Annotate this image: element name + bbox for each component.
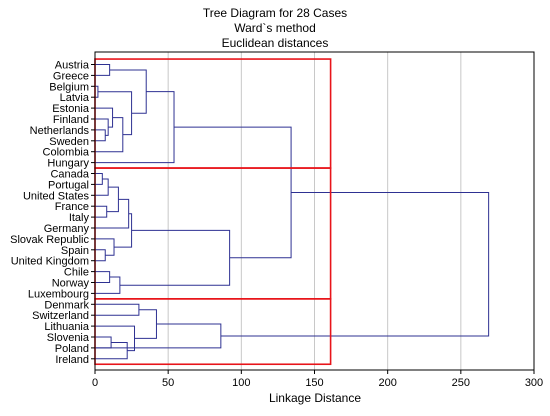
link-m14 (95, 198, 130, 229)
chart-subtitle-method: Ward`s method (234, 21, 316, 35)
link-m16 (95, 238, 115, 256)
leaf-label-estonia: Estonia (52, 103, 90, 115)
link-m25 (95, 325, 136, 352)
leaf-label-colombia: Colombia (43, 147, 90, 159)
link-m3 (95, 129, 106, 142)
leaf-label-slovenia: Slovenia (47, 332, 90, 344)
leaf-labels: AustriaGreeceBelgiumLatviaEstoniaFinland… (10, 60, 95, 366)
x-axis-label: Linkage Distance (269, 391, 361, 405)
link-m12 (95, 205, 108, 218)
link-m5 (95, 107, 114, 128)
link-m4 (95, 118, 109, 136)
x-tick-label-0: 0 (92, 377, 98, 389)
link-m11 (95, 178, 109, 196)
link-m27 (95, 323, 222, 349)
cluster-box-1 (94, 58, 332, 169)
leaf-label-latvia: Latvia (60, 92, 90, 104)
link-m18 (95, 271, 111, 283)
cluster-box-3 (94, 298, 332, 366)
leaf-label-lithuania: Lithuania (44, 321, 90, 333)
link-m28 (220, 191, 490, 337)
leaf-label-italy: Italy (69, 212, 90, 224)
tree-links (95, 64, 490, 360)
link-m20 (119, 229, 231, 286)
leaf-label-austria: Austria (55, 60, 90, 72)
x-tick-label-50: 50 (162, 377, 174, 389)
x-axis: 0 50 100 150 200 250 300 (92, 51, 543, 389)
leaf-label-canada: Canada (50, 169, 89, 181)
leaf-label-united-states: United States (23, 190, 90, 202)
leaf-label-sweden: Sweden (49, 136, 89, 148)
leaf-label-portugal: Portugal (48, 179, 89, 191)
leaf-label-norway: Norway (52, 278, 90, 290)
leaf-label-belgium: Belgium (49, 81, 89, 93)
link-m22 (95, 303, 140, 316)
x-tick-label-150: 150 (305, 377, 323, 389)
plot-frame (94, 51, 535, 371)
link-m15 (95, 249, 106, 262)
leaf-label-ireland: Ireland (55, 354, 89, 366)
leaf-label-germany: Germany (44, 223, 90, 235)
link-m17 (114, 213, 133, 248)
leaf-label-poland: Poland (55, 343, 89, 355)
x-tick-label-300: 300 (525, 377, 543, 389)
leaf-label-slovak-republic: Slovak Republic (10, 234, 89, 246)
cluster-box-2 (94, 167, 332, 300)
leaf-label-spain: Spain (61, 245, 89, 257)
x-tick-label-200: 200 (378, 377, 396, 389)
link-m23 (95, 336, 112, 349)
leaf-label-chile: Chile (64, 267, 89, 279)
leaf-label-france: France (55, 201, 89, 213)
link-m19 (95, 276, 121, 294)
link-m6 (95, 117, 124, 153)
link-m10 (95, 173, 103, 185)
x-tick-label-100: 100 (232, 377, 250, 389)
x-tick-label-250: 250 (452, 377, 470, 389)
chart-subtitle-distance: Euclidean distances (222, 36, 329, 50)
leaf-label-switzerland: Switzerland (32, 310, 89, 322)
leaf-label-finland: Finland (53, 114, 89, 126)
link-m26 (134, 309, 157, 339)
grid-lines (167, 52, 535, 370)
leaf-label-luxembourg: Luxembourg (28, 288, 89, 300)
leaf-label-netherlands: Netherlands (30, 125, 90, 137)
link-m1 (95, 64, 111, 76)
leaf-label-united-kingdom: United Kingdom (11, 256, 89, 268)
link-m13 (106, 186, 119, 213)
link-m7 (97, 91, 133, 136)
leaf-label-hungary: Hungary (47, 158, 89, 170)
leaf-label-denmark: Denmark (44, 299, 89, 311)
link-m21 (174, 126, 292, 259)
chart-title: Tree Diagram for 28 Cases (203, 6, 347, 20)
leaf-label-greece: Greece (53, 70, 89, 82)
link-m24 (95, 341, 128, 360)
cluster-boxes (94, 58, 332, 366)
